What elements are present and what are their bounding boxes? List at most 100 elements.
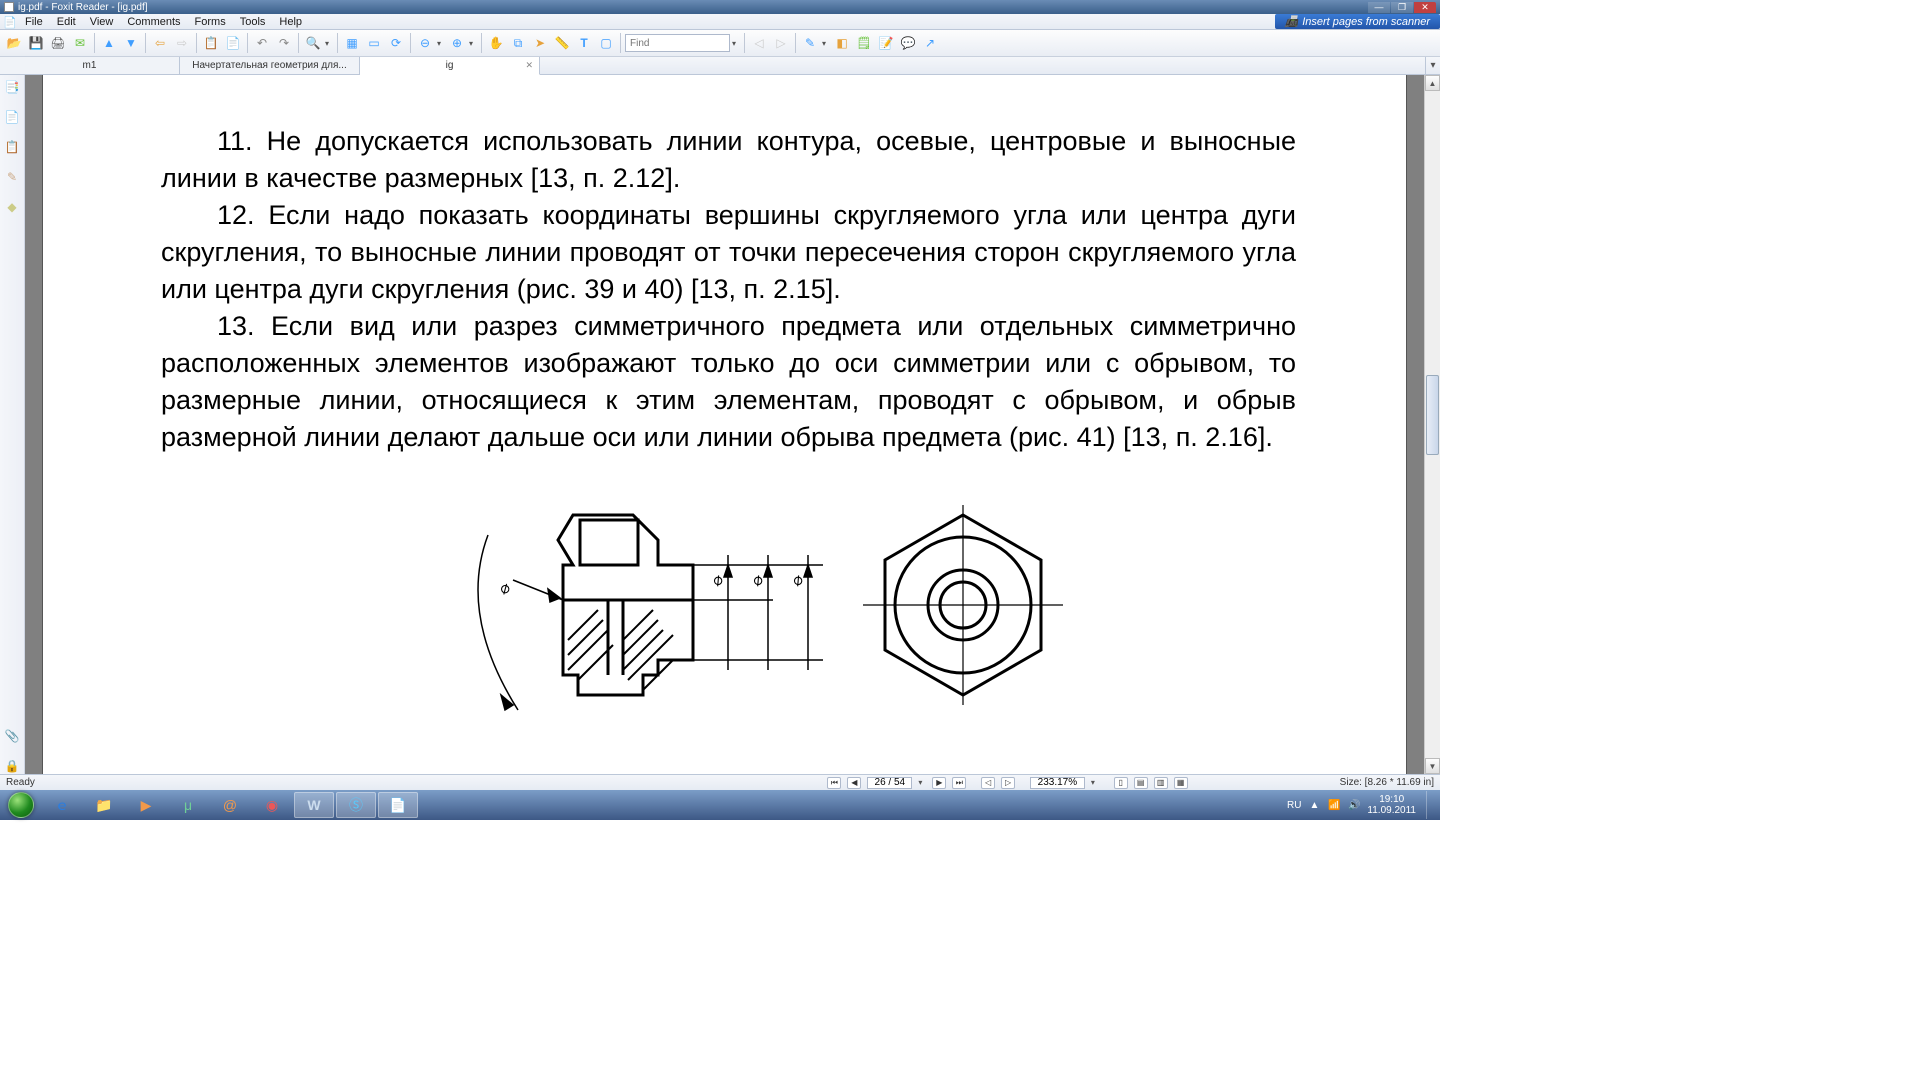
comment-icon[interactable]: 💬	[898, 33, 918, 53]
menu-forms[interactable]: Forms	[188, 16, 233, 28]
first-page-icon[interactable]: ⏮	[827, 777, 841, 789]
zoom-in-icon[interactable]: ⊕	[447, 33, 467, 53]
page-input[interactable]	[867, 777, 912, 789]
vertical-scrollbar[interactable]: ▲ ▼	[1424, 75, 1440, 774]
taskbar-utorrent[interactable]: μ	[168, 792, 208, 818]
tray-volume-icon[interactable]: 🔊	[1347, 798, 1361, 812]
find-input[interactable]	[625, 34, 730, 52]
close-button[interactable]: ✕	[1414, 2, 1436, 13]
layout-single-icon[interactable]: ▯	[1114, 777, 1128, 789]
zoom-input[interactable]	[1030, 777, 1085, 789]
nav-down-icon[interactable]: ▼	[121, 33, 141, 53]
restore-button[interactable]: ❐	[1391, 2, 1413, 13]
find-prev-icon[interactable]: ◁	[749, 33, 769, 53]
separator	[94, 33, 95, 53]
find-next-icon[interactable]: ▷	[771, 33, 791, 53]
tab-ig[interactable]: ig✕	[360, 57, 540, 75]
link-icon[interactable]: ▢	[596, 33, 616, 53]
annotate-dropdown[interactable]: ▾	[822, 39, 830, 48]
zoom-fwd-icon[interactable]: ▷	[1001, 777, 1015, 789]
paste-icon[interactable]: 📄	[223, 33, 243, 53]
layout-facing-icon[interactable]: ▥	[1154, 777, 1168, 789]
zoom-tool-icon[interactable]: 🔍	[303, 33, 323, 53]
snapshot-icon[interactable]: ⧉	[508, 33, 528, 53]
redo-icon[interactable]: ↷	[274, 33, 294, 53]
zoom-out-dropdown[interactable]: ▾	[437, 39, 445, 48]
share-icon[interactable]: ↗	[920, 33, 940, 53]
page-dropdown[interactable]: ▾	[918, 778, 926, 787]
security-icon[interactable]: 🔒	[4, 758, 20, 774]
zoom-back-icon[interactable]: ◁	[981, 777, 995, 789]
typewriter-icon[interactable]: 📝	[876, 33, 896, 53]
tray-flag-icon[interactable]: ▲	[1307, 798, 1321, 812]
taskbar-ie[interactable]: ｅ	[42, 792, 82, 818]
forward-icon[interactable]: ⇨	[172, 33, 192, 53]
menu-edit[interactable]: Edit	[50, 16, 83, 28]
lang-indicator[interactable]: RU	[1287, 800, 1301, 811]
taskbar-chrome[interactable]: ◉	[252, 792, 292, 818]
at-icon: @	[223, 797, 237, 813]
tray-network-icon[interactable]: 📶	[1327, 798, 1341, 812]
taskbar-word[interactable]: W	[294, 792, 334, 818]
menu-help[interactable]: Help	[272, 16, 309, 28]
undo-icon[interactable]: ↶	[252, 33, 272, 53]
back-icon[interactable]: ⇦	[150, 33, 170, 53]
note-icon[interactable]: 🗒	[854, 33, 874, 53]
bookmarks-icon[interactable]: 📑	[4, 79, 20, 95]
save-icon[interactable]: 💾	[26, 33, 46, 53]
nav-up-icon[interactable]: ▲	[99, 33, 119, 53]
layout-continuous-icon[interactable]: ▤	[1134, 777, 1148, 789]
open-icon[interactable]: 📂	[4, 33, 24, 53]
last-page-icon[interactable]: ⏭	[952, 777, 966, 789]
annotate-icon[interactable]: ✎	[800, 33, 820, 53]
prev-page-icon[interactable]: ◀	[847, 777, 861, 789]
show-desktop-button[interactable]	[1426, 791, 1434, 819]
layout-cont-facing-icon[interactable]: ▦	[1174, 777, 1188, 789]
zoom-tool-dropdown[interactable]: ▾	[325, 39, 333, 48]
zoom-dropdown[interactable]: ▾	[1091, 778, 1099, 787]
zoom-out-icon[interactable]: ⊖	[415, 33, 435, 53]
print-icon[interactable]: 🖨	[48, 33, 68, 53]
scanner-badge[interactable]: 📠 Insert pages from scanner	[1275, 14, 1441, 29]
scroll-down-icon[interactable]: ▼	[1425, 758, 1440, 774]
scroll-thumb[interactable]	[1426, 375, 1439, 455]
taskbar-explorer[interactable]: 📁	[84, 792, 124, 818]
pages-icon[interactable]: 📄	[4, 109, 20, 125]
menu-view[interactable]: View	[83, 16, 121, 28]
email-icon[interactable]: ✉	[70, 33, 90, 53]
taskbar-skype[interactable]: Ⓢ	[336, 792, 376, 818]
rotate-icon[interactable]: ⟳	[386, 33, 406, 53]
next-page-icon[interactable]: ▶	[932, 777, 946, 789]
find-dropdown[interactable]: ▾	[732, 39, 740, 48]
app-icon	[4, 2, 14, 12]
tab-m1[interactable]: m1	[0, 57, 180, 74]
scroll-up-icon[interactable]: ▲	[1425, 75, 1440, 91]
start-button[interactable]	[2, 791, 40, 819]
doc-paragraph: 11. Не допускается использовать линии ко…	[161, 123, 1296, 197]
zoom-in-dropdown[interactable]: ▾	[469, 39, 477, 48]
document-page[interactable]: 11. Не допускается использовать линии ко…	[43, 75, 1406, 774]
select-icon[interactable]: ➤	[530, 33, 550, 53]
fit-page-icon[interactable]: ▦	[342, 33, 362, 53]
tray-clock[interactable]: 19:10 11.09.2011	[1367, 794, 1416, 816]
attachments-icon[interactable]: ◆	[4, 199, 20, 215]
ruler-icon[interactable]: 📏	[552, 33, 572, 53]
comments-panel-icon[interactable]: ✎	[4, 169, 20, 185]
menu-file[interactable]: File	[18, 16, 50, 28]
taskbar-wmp[interactable]: ▶	[126, 792, 166, 818]
taskbar-at[interactable]: @	[210, 792, 250, 818]
close-tab-icon[interactable]: ✕	[525, 60, 533, 71]
fit-width-icon[interactable]: ▭	[364, 33, 384, 53]
menu-comments[interactable]: Comments	[120, 16, 187, 28]
tabs-dropdown[interactable]: ▾	[1425, 57, 1440, 74]
minimize-button[interactable]: —	[1368, 2, 1390, 13]
highlight-icon[interactable]: ◧	[832, 33, 852, 53]
tab-geometry[interactable]: Начертательная геометрия для...	[180, 57, 360, 74]
menu-tools[interactable]: Tools	[233, 16, 273, 28]
hand-tool-icon[interactable]: ✋	[486, 33, 506, 53]
layers-icon[interactable]: 📋	[4, 139, 20, 155]
text-select-icon[interactable]: T	[574, 33, 594, 53]
signatures-icon[interactable]: 📎	[4, 728, 20, 744]
clipboard-icon[interactable]: 📋	[201, 33, 221, 53]
taskbar-foxit[interactable]: 📄	[378, 792, 418, 818]
